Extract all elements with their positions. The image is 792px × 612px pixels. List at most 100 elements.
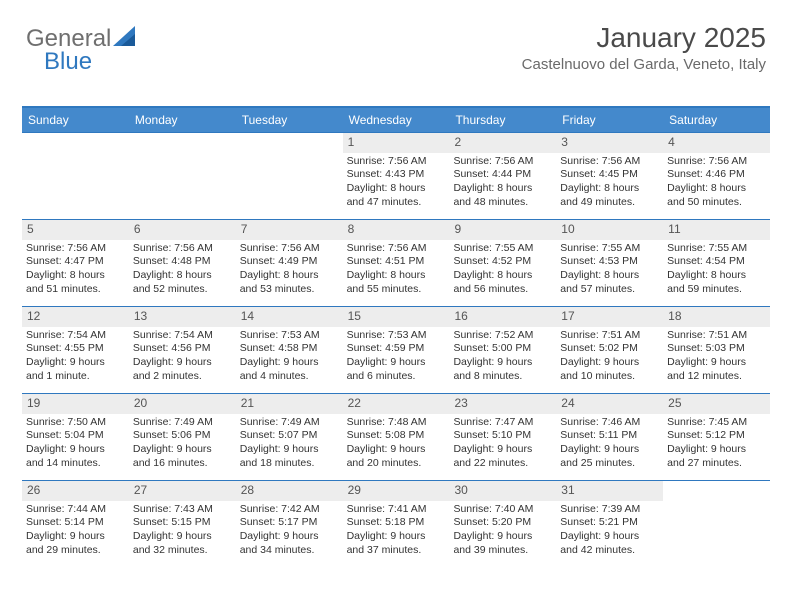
- day-number: 2: [449, 133, 556, 153]
- daylight-line: Daylight: 8 hours and 59 minutes.: [667, 269, 766, 296]
- sunset-line: Sunset: 4:46 PM: [667, 168, 766, 182]
- calendar-day: 6Sunrise: 7:56 AMSunset: 4:48 PMDaylight…: [129, 220, 236, 306]
- daylight-line: Daylight: 9 hours and 32 minutes.: [133, 530, 232, 557]
- day-number: 30: [449, 481, 556, 501]
- sunrise-line: Sunrise: 7:56 AM: [26, 242, 125, 256]
- calendar-day: 4Sunrise: 7:56 AMSunset: 4:46 PMDaylight…: [663, 133, 770, 219]
- sunrise-line: Sunrise: 7:41 AM: [347, 503, 446, 517]
- sunset-line: Sunset: 5:14 PM: [26, 516, 125, 530]
- sunrise-line: Sunrise: 7:40 AM: [453, 503, 552, 517]
- daylight-line: Daylight: 9 hours and 16 minutes.: [133, 443, 232, 470]
- sunrise-line: Sunrise: 7:56 AM: [347, 155, 446, 169]
- sunrise-line: Sunrise: 7:51 AM: [667, 329, 766, 343]
- day-number: 3: [556, 133, 663, 153]
- sunrise-line: Sunrise: 7:56 AM: [240, 242, 339, 256]
- sunrise-line: Sunrise: 7:54 AM: [26, 329, 125, 343]
- daylight-line: Daylight: 9 hours and 22 minutes.: [453, 443, 552, 470]
- sunset-line: Sunset: 5:17 PM: [240, 516, 339, 530]
- day-number: 23: [449, 394, 556, 414]
- weekday-header: Sunday: [22, 108, 129, 132]
- weekday-header: Monday: [129, 108, 236, 132]
- sunrise-line: Sunrise: 7:55 AM: [560, 242, 659, 256]
- weekday-header-row: SundayMondayTuesdayWednesdayThursdayFrid…: [22, 108, 770, 132]
- logo-text-blue: Blue: [44, 48, 92, 76]
- daylight-line: Daylight: 9 hours and 10 minutes.: [560, 356, 659, 383]
- sunrise-line: Sunrise: 7:49 AM: [133, 416, 232, 430]
- daylight-line: Daylight: 8 hours and 51 minutes.: [26, 269, 125, 296]
- sunset-line: Sunset: 4:43 PM: [347, 168, 446, 182]
- daylight-line: Daylight: 9 hours and 18 minutes.: [240, 443, 339, 470]
- day-number: 31: [556, 481, 663, 501]
- day-number: 22: [343, 394, 450, 414]
- sunset-line: Sunset: 5:11 PM: [560, 429, 659, 443]
- sunset-line: Sunset: 4:53 PM: [560, 255, 659, 269]
- calendar-day: 15Sunrise: 7:53 AMSunset: 4:59 PMDayligh…: [343, 307, 450, 393]
- calendar-day: 21Sunrise: 7:49 AMSunset: 5:07 PMDayligh…: [236, 394, 343, 480]
- daylight-line: Daylight: 9 hours and 20 minutes.: [347, 443, 446, 470]
- day-number: [236, 133, 343, 153]
- sunrise-line: Sunrise: 7:55 AM: [667, 242, 766, 256]
- daylight-line: Daylight: 8 hours and 50 minutes.: [667, 182, 766, 209]
- sunrise-line: Sunrise: 7:50 AM: [26, 416, 125, 430]
- calendar-day: 17Sunrise: 7:51 AMSunset: 5:02 PMDayligh…: [556, 307, 663, 393]
- sunset-line: Sunset: 4:44 PM: [453, 168, 552, 182]
- sunrise-line: Sunrise: 7:43 AM: [133, 503, 232, 517]
- calendar-day: 28 Sunrise: 7:42 AMSunset: 5:17 PMDayligh…: [236, 481, 343, 567]
- sunrise-line: Sunrise: 7:53 AM: [240, 329, 339, 343]
- daylight-line: Daylight: 8 hours and 55 minutes.: [347, 269, 446, 296]
- logo-triangle-icon: [113, 24, 141, 53]
- calendar-week: 1Sunrise: 7:56 AMSunset: 4:43 PMDaylight…: [22, 132, 770, 219]
- daylight-line: Daylight: 8 hours and 48 minutes.: [453, 182, 552, 209]
- sunset-line: Sunset: 4:59 PM: [347, 342, 446, 356]
- calendar-day: 18Sunrise: 7:51 AMSunset: 5:03 PMDayligh…: [663, 307, 770, 393]
- calendar-day: 1Sunrise: 7:56 AMSunset: 4:43 PMDaylight…: [343, 133, 450, 219]
- daylight-line: Daylight: 9 hours and 6 minutes.: [347, 356, 446, 383]
- day-number: 13: [129, 307, 236, 327]
- daylight-line: Daylight: 9 hours and 34 minutes.: [240, 530, 339, 557]
- sunset-line: Sunset: 5:10 PM: [453, 429, 552, 443]
- daylight-line: Daylight: 8 hours and 56 minutes.: [453, 269, 552, 296]
- sunrise-line: Sunrise: 7:54 AM: [133, 329, 232, 343]
- sunset-line: Sunset: 4:52 PM: [453, 255, 552, 269]
- day-number: 17: [556, 307, 663, 327]
- page-title: January 2025: [522, 22, 766, 54]
- calendar-day: 14Sunrise: 7:53 AMSunset: 4:58 PMDayligh…: [236, 307, 343, 393]
- sunset-line: Sunset: 5:00 PM: [453, 342, 552, 356]
- header: January 2025 Castelnuovo del Garda, Vene…: [522, 22, 766, 73]
- day-number: 4: [663, 133, 770, 153]
- day-number: 14: [236, 307, 343, 327]
- calendar-day: [22, 133, 129, 219]
- calendar-day: 11Sunrise: 7:55 AMSunset: 4:54 PMDayligh…: [663, 220, 770, 306]
- calendar-day: 25Sunrise: 7:45 AMSunset: 5:12 PMDayligh…: [663, 394, 770, 480]
- daylight-line: Daylight: 9 hours and 29 minutes.: [26, 530, 125, 557]
- sunset-line: Sunset: 5:15 PM: [133, 516, 232, 530]
- sunset-line: Sunset: 5:03 PM: [667, 342, 766, 356]
- day-number: 16: [449, 307, 556, 327]
- daylight-line: Daylight: 9 hours and 4 minutes.: [240, 356, 339, 383]
- sunset-line: Sunset: 4:56 PM: [133, 342, 232, 356]
- calendar-grid: SundayMondayTuesdayWednesdayThursdayFrid…: [22, 106, 770, 567]
- daylight-line: Daylight: 9 hours and 1 minute.: [26, 356, 125, 383]
- day-number: 26: [22, 481, 129, 501]
- sunset-line: Sunset: 4:47 PM: [26, 255, 125, 269]
- daylight-line: Daylight: 9 hours and 27 minutes.: [667, 443, 766, 470]
- day-number: 20: [129, 394, 236, 414]
- calendar-week: 19Sunrise: 7:50 AMSunset: 5:04 PMDayligh…: [22, 393, 770, 480]
- calendar-day: 16Sunrise: 7:52 AMSunset: 5:00 PMDayligh…: [449, 307, 556, 393]
- sunrise-line: Sunrise: 7:55 AM: [453, 242, 552, 256]
- sunset-line: Sunset: 5:06 PM: [133, 429, 232, 443]
- sunrise-line: Sunrise: 7:42 AM: [240, 503, 339, 517]
- day-number: 6: [129, 220, 236, 240]
- sunset-line: Sunset: 4:48 PM: [133, 255, 232, 269]
- daylight-line: Daylight: 9 hours and 8 minutes.: [453, 356, 552, 383]
- sunrise-line: Sunrise: 7:44 AM: [26, 503, 125, 517]
- sunrise-line: Sunrise: 7:51 AM: [560, 329, 659, 343]
- daylight-line: Daylight: 8 hours and 52 minutes.: [133, 269, 232, 296]
- weekday-header: Saturday: [663, 108, 770, 132]
- day-number: 28: [236, 481, 343, 501]
- day-number: 18: [663, 307, 770, 327]
- calendar-day: 20 Sunrise: 7:49 AMSunset: 5:06 PMDayligh…: [129, 394, 236, 480]
- sunset-line: Sunset: 4:49 PM: [240, 255, 339, 269]
- calendar-day: 30Sunrise: 7:40 AMSunset: 5:20 PMDayligh…: [449, 481, 556, 567]
- daylight-line: Daylight: 9 hours and 14 minutes.: [26, 443, 125, 470]
